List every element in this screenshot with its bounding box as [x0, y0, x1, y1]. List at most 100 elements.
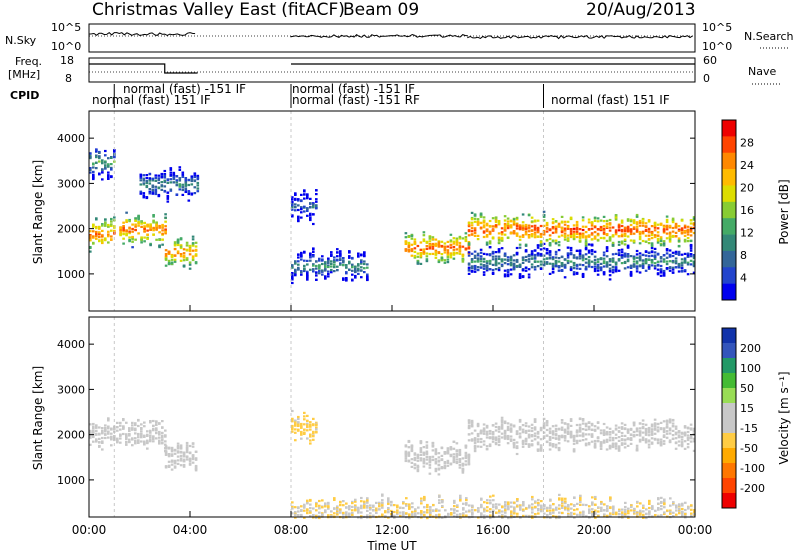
power-cell-7	[458, 249, 462, 252]
velocity-cell-2	[297, 424, 300, 427]
velocity-cell-5	[437, 459, 441, 462]
power-cell-7	[455, 252, 459, 255]
velocity-cell-3	[558, 507, 561, 510]
velocity-cell-4	[557, 446, 561, 450]
velocity-cell-3	[510, 513, 513, 516]
velocity-cell-4	[626, 431, 630, 434]
velocity-cell-3	[396, 513, 399, 516]
velocity-cell-0	[125, 443, 128, 446]
velocity-cell-4	[548, 437, 552, 441]
power-cell-6	[327, 272, 330, 276]
power-cell-9	[602, 265, 606, 268]
velocity-cell-5	[413, 456, 417, 459]
power-cell-8	[482, 216, 486, 219]
power-cell-9	[536, 254, 540, 257]
power-cell-9	[551, 271, 555, 274]
power-cell-8	[668, 226, 672, 229]
power-cell-8	[467, 242, 471, 245]
power-cell-7	[449, 239, 453, 242]
power-cell-3	[95, 154, 98, 157]
velocity-cell-3	[423, 495, 426, 499]
power-cell-5	[306, 209, 309, 212]
power-cell-9	[500, 264, 504, 268]
velocity-cell-0	[128, 432, 131, 436]
power-cell-8	[581, 232, 585, 235]
velocity-cell-3	[303, 516, 306, 519]
velocity-cell-2	[309, 428, 312, 431]
velocity-cell-3	[669, 512, 672, 515]
velocity-cell-3	[474, 509, 477, 512]
power-cell-8	[551, 227, 555, 230]
velocity-cell-4	[506, 422, 510, 425]
power-cell-7	[461, 260, 465, 263]
power-cell-6	[342, 277, 345, 280]
velocity-colorbar-swatch	[722, 478, 736, 494]
power-colorbar-tick-label: 8	[740, 249, 747, 262]
velocity-cell-5	[410, 447, 414, 450]
power-cell-4	[184, 182, 188, 185]
power-cell-2	[176, 252, 180, 255]
power-cell-9	[497, 249, 501, 252]
power-cell-6	[294, 269, 297, 272]
power-cell-9	[524, 249, 528, 252]
power-cell-9	[551, 262, 555, 265]
power-cell-8	[665, 225, 669, 229]
power-cell-9	[473, 266, 477, 269]
power-cell-7	[452, 237, 456, 240]
power-cell-2	[188, 263, 192, 266]
velocity-cell-3	[615, 513, 618, 516]
power-cell-9	[587, 251, 591, 254]
power-cell-6	[339, 258, 342, 261]
power-cell-9	[608, 263, 612, 266]
power-cell-1	[152, 214, 155, 217]
power-cell-2	[182, 256, 186, 259]
velocity-cell-2	[309, 425, 312, 428]
power-cell-6	[363, 267, 366, 270]
velocity-cell-3	[588, 508, 591, 511]
velocity-cell-4	[479, 445, 483, 448]
velocity-cell-4	[683, 431, 687, 434]
velocity-cell-3	[444, 509, 447, 512]
velocity-cell-4	[671, 425, 675, 428]
velocity-ytick-label: 1000	[57, 474, 85, 487]
power-cell-9	[503, 273, 507, 276]
velocity-cell-4	[533, 435, 537, 438]
velocity-cell-3	[345, 502, 348, 505]
power-cell-7	[404, 232, 408, 235]
power-cell-6	[348, 255, 351, 258]
power-cell-1	[131, 238, 134, 241]
power-cell-7	[434, 242, 438, 245]
velocity-cell-0	[131, 427, 134, 430]
velocity-cell-4	[518, 432, 522, 435]
velocity-cell-3	[381, 506, 384, 509]
velocity-cell-4	[626, 437, 630, 441]
velocity-cell-3	[402, 513, 405, 516]
power-cell-4	[184, 187, 188, 190]
power-cell-9	[578, 252, 582, 255]
power-cell-8	[533, 227, 537, 230]
power-cell-9	[479, 255, 483, 258]
power-cell-9	[578, 257, 582, 260]
power-cell-9	[536, 265, 540, 268]
velocity-cell-4	[611, 442, 615, 445]
velocity-cell-4	[644, 423, 648, 426]
velocity-cell-4	[509, 435, 513, 438]
velocity-cell-3	[549, 498, 552, 501]
power-cell-7	[410, 243, 414, 246]
power-cell-8	[584, 242, 588, 245]
velocity-cell-1	[185, 441, 189, 445]
power-cell-4	[187, 192, 191, 196]
power-colorbar-tick-label: 20	[740, 182, 754, 195]
velocity-cell-4	[536, 430, 540, 434]
power-cell-6	[327, 265, 330, 269]
power-cell-9	[578, 250, 582, 253]
velocity-cell-3	[546, 506, 549, 509]
power-cell-3	[113, 150, 116, 153]
velocity-cell-4	[692, 440, 696, 443]
velocity-cell-4	[587, 441, 591, 445]
velocity-cell-0	[134, 427, 137, 430]
velocity-cell-5	[464, 451, 468, 454]
power-cell-8	[512, 231, 516, 235]
velocity-cell-3	[540, 506, 543, 509]
